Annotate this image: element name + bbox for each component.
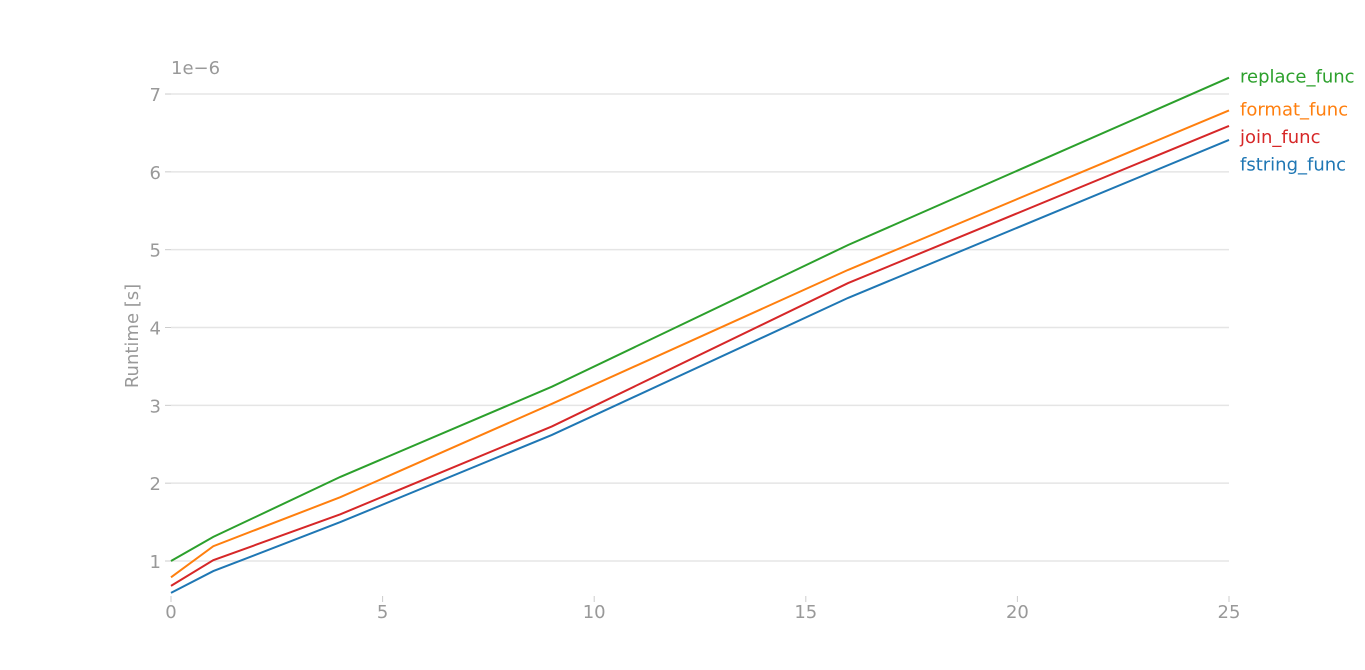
x-tick-label: 25 bbox=[1218, 602, 1241, 623]
series-label-join_func: join_func bbox=[1239, 127, 1320, 148]
x-tick-label: 5 bbox=[377, 602, 388, 623]
series-line-replace_func bbox=[170, 76, 1230, 562]
series-label-format_func: format_func bbox=[1240, 99, 1348, 120]
x-tick-label: 0 bbox=[165, 602, 176, 623]
series-line-join_func bbox=[170, 124, 1230, 587]
series-label-fstring_func: fstring_func bbox=[1240, 154, 1346, 175]
x-tick-label: 15 bbox=[794, 602, 817, 623]
series-line-fstring_func bbox=[170, 138, 1230, 594]
y-tick-label: 3 bbox=[150, 396, 161, 417]
series-labels: replace_func format_func join_func fstring_… bbox=[1239, 67, 1355, 176]
y-axis-ticks: 1 2 3 4 5 6 7 bbox=[150, 85, 171, 573]
x-tick-label: 10 bbox=[583, 602, 606, 623]
series-label-replace_func: replace_func bbox=[1240, 67, 1355, 88]
x-axis-ticks: 0 5 10 15 20 25 bbox=[165, 596, 1240, 623]
series-line-format_func bbox=[170, 109, 1230, 579]
x-tick-label: 20 bbox=[1006, 602, 1029, 623]
y-axis-label: Runtime [s] bbox=[122, 284, 143, 388]
y-tick-label: 7 bbox=[150, 85, 161, 106]
y-tick-label: 4 bbox=[150, 319, 161, 340]
grid bbox=[171, 93, 1229, 562]
y-tick-label: 2 bbox=[150, 474, 161, 495]
series-lines bbox=[170, 76, 1230, 594]
y-tick-label: 6 bbox=[150, 163, 161, 184]
y-tick-label: 5 bbox=[150, 241, 161, 262]
y-scale-label: 1e−6 bbox=[171, 58, 220, 79]
y-tick-label: 1 bbox=[150, 552, 161, 573]
